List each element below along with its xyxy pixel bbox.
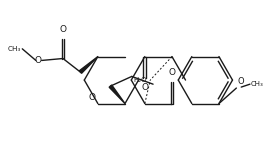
Text: O: O xyxy=(89,93,96,102)
Text: O: O xyxy=(35,56,42,65)
Text: O: O xyxy=(168,68,176,77)
Text: O: O xyxy=(59,25,67,34)
Text: H₂O: H₂O xyxy=(133,77,146,83)
Polygon shape xyxy=(79,57,98,73)
Text: CH₃: CH₃ xyxy=(8,46,21,52)
Text: O: O xyxy=(237,77,244,86)
Polygon shape xyxy=(109,85,125,103)
Text: CH₃: CH₃ xyxy=(251,81,264,87)
Text: O: O xyxy=(141,83,148,92)
